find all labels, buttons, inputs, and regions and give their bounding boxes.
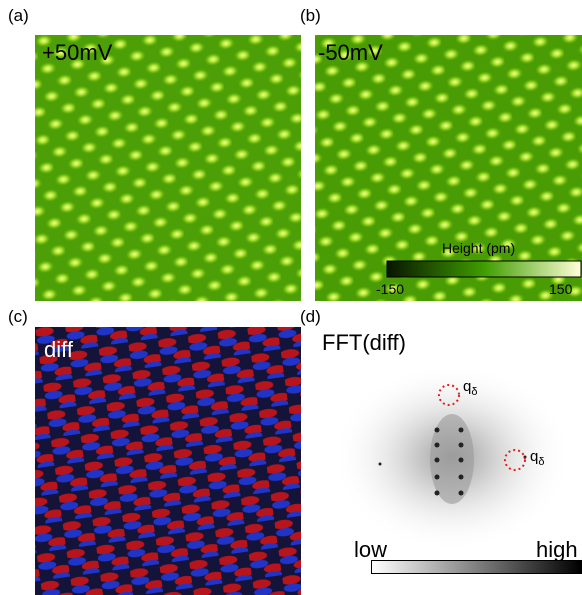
panel-c-tag: (c): [8, 307, 28, 326]
panel-d-tag: (d): [300, 307, 321, 326]
fft-colorbar: [371, 560, 582, 574]
panel-b-bias-label: -50mV: [318, 40, 383, 65]
fft-colorbar-low-label: low: [354, 537, 388, 562]
fft-colorbar-high-label: high: [536, 537, 578, 562]
height-colorbar-max: 150: [549, 281, 573, 297]
q-delta-label-upper: qδ: [463, 378, 478, 398]
stm-image-a: [35, 35, 301, 301]
q-delta-marker-upper: [438, 384, 460, 406]
panel-d-image: [315, 327, 582, 557]
panel-a-tag: (a): [8, 6, 29, 25]
stm-image-b: [315, 35, 582, 301]
panel-a-bias-label: +50mV: [42, 40, 113, 65]
panel-d-label: FFT(diff): [322, 330, 406, 355]
q-delta-marker-right: [504, 449, 526, 471]
diff-image: [35, 327, 301, 595]
panel-b-image: [315, 35, 582, 301]
panel-a-image: [35, 35, 301, 301]
height-colorbar: [386, 260, 582, 278]
height-colorbar-min: -150: [376, 281, 405, 297]
panel-c-label: diff: [44, 337, 73, 362]
q-delta-label-right: qδ: [530, 448, 545, 468]
panel-b-tag: (b): [300, 6, 321, 25]
height-colorbar-title: Height (pm): [442, 240, 516, 256]
fft-image: [315, 327, 582, 557]
panel-c-image: [35, 327, 301, 595]
